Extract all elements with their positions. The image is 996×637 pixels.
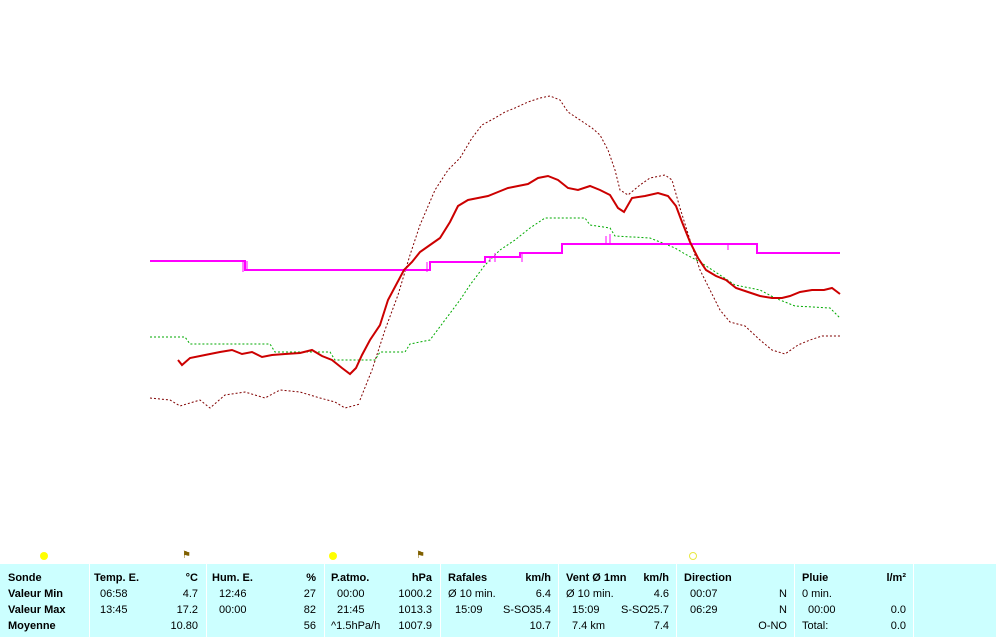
gust-max-time: 15:09 bbox=[455, 604, 483, 616]
weather-chart bbox=[149, 95, 841, 409]
temp-max-value: 17.2 bbox=[176, 604, 198, 616]
gust-avg: 10.7 bbox=[529, 620, 551, 632]
hum-max-value: 82 bbox=[303, 604, 316, 616]
hum-unit: % bbox=[306, 572, 316, 584]
icon-row: ⚑ ⚑ bbox=[0, 548, 996, 564]
press-max-time: 21:45 bbox=[337, 604, 365, 616]
sun-icon bbox=[40, 552, 48, 560]
gust-min-label: Ø 10 min. bbox=[448, 588, 496, 600]
gust-max-dir: S-SO bbox=[503, 604, 530, 616]
press-header: P.atmo. bbox=[331, 572, 370, 584]
wind-column: Vent Ø 1mn km/h Ø 10 min. 4.6 15:09 S-SO 25.… bbox=[559, 564, 677, 637]
press-trend: ^1.5hPa/h bbox=[331, 620, 381, 632]
pressure-line bbox=[150, 243, 840, 271]
hum-header: Hum. E. bbox=[212, 572, 253, 584]
dir-max-dir: N bbox=[779, 604, 787, 616]
hum-min-time: 12:46 bbox=[219, 588, 247, 600]
temp-max-time: 13:45 bbox=[100, 604, 128, 616]
rain-total-value: 0.0 bbox=[890, 620, 906, 632]
rain-max-value: 0.0 bbox=[890, 604, 906, 616]
labels-column: Sonde Valeur Min Valeur Max Moyenne bbox=[0, 564, 90, 637]
dir-avg: O-NO bbox=[758, 620, 787, 632]
label-sonde: Sonde bbox=[8, 572, 42, 584]
dir-min-dir: N bbox=[779, 588, 787, 600]
rain-header: Pluie bbox=[802, 572, 829, 584]
dir-min-time: 00:07 bbox=[690, 588, 718, 600]
dir-header: Direction bbox=[684, 572, 732, 584]
rain-column: Pluie l/m² 0 min. 00:00 0.0 Total: 0.0 bbox=[795, 564, 914, 637]
label-min: Valeur Min bbox=[8, 588, 64, 600]
wind-min-label: Ø 10 min. bbox=[566, 588, 614, 600]
hum-max-time: 00:00 bbox=[219, 604, 247, 616]
gust-max-value: 35.4 bbox=[529, 604, 551, 616]
temp-min-value: 4.7 bbox=[182, 588, 198, 600]
sun-icon bbox=[329, 552, 337, 560]
wind-max-dir: S-SO bbox=[621, 604, 648, 616]
wind-unit: km/h bbox=[643, 572, 669, 584]
gust-unit: km/h bbox=[525, 572, 551, 584]
rain-max-time: 00:00 bbox=[808, 604, 836, 616]
rain-total-label: Total: bbox=[802, 620, 829, 632]
gust-min-value: 6.4 bbox=[535, 588, 551, 600]
gusts-column: Rafales km/h Ø 10 min. 6.4 15:09 S-SO 35.4 1… bbox=[441, 564, 559, 637]
pressure-column: P.atmo. hPa 00:00 1000.2 21:45 1013.3 ^1.5h… bbox=[325, 564, 441, 637]
dir-max-time: 06:29 bbox=[690, 604, 718, 616]
press-avg: 1007.9 bbox=[398, 620, 432, 632]
wind-header: Vent Ø 1mn bbox=[566, 572, 627, 584]
gust-header: Rafales bbox=[448, 572, 488, 584]
temp-min-time: 06:58 bbox=[100, 588, 128, 600]
pressure-spikes bbox=[242, 234, 729, 272]
wind-sock-icon: ⚑ bbox=[182, 550, 191, 561]
wind-avg: 7.4 bbox=[653, 620, 669, 632]
hum-avg: 56 bbox=[303, 620, 316, 632]
temp-avg: 10.80 bbox=[170, 620, 198, 632]
hum-min-value: 27 bbox=[303, 588, 316, 600]
press-max-value: 1013.3 bbox=[398, 604, 432, 616]
temperature-column: Temp. E. °C 06:58 4.7 13:45 17.2 10.80 bbox=[90, 564, 207, 637]
wind-max-value: 25.7 bbox=[647, 604, 669, 616]
press-min-time: 00:00 bbox=[337, 588, 365, 600]
temp-min-envelope bbox=[149, 389, 361, 409]
temperature-line bbox=[177, 174, 841, 376]
sun-hollow-icon bbox=[689, 552, 697, 560]
statistics-panel: Sonde Valeur Min Valeur Max Moyenne Temp… bbox=[0, 564, 996, 637]
temp-header: Temp. E. bbox=[94, 572, 140, 584]
wind-sock-icon: ⚑ bbox=[416, 550, 425, 561]
press-unit: hPa bbox=[411, 572, 432, 584]
rain-unit: l/m² bbox=[886, 572, 906, 584]
temp-unit: °C bbox=[185, 572, 198, 584]
humidity-column: Hum. E.% 12:46 27 00:00 82 56 bbox=[207, 564, 325, 637]
press-min-value: 1000.2 bbox=[398, 588, 432, 600]
temp-max-envelope bbox=[359, 95, 840, 401]
label-avg: Moyenne bbox=[8, 620, 56, 632]
direction-column: Direction 00:07 N 06:29 N O-NO bbox=[677, 564, 795, 637]
wind-avg-distance: 7.4 km bbox=[572, 620, 606, 632]
wind-max-time: 15:09 bbox=[572, 604, 600, 616]
empty-column bbox=[914, 564, 996, 637]
wind-min-value: 4.6 bbox=[653, 588, 669, 600]
label-max: Valeur Max bbox=[8, 604, 66, 616]
rain-row1: 0 min. bbox=[802, 588, 832, 600]
